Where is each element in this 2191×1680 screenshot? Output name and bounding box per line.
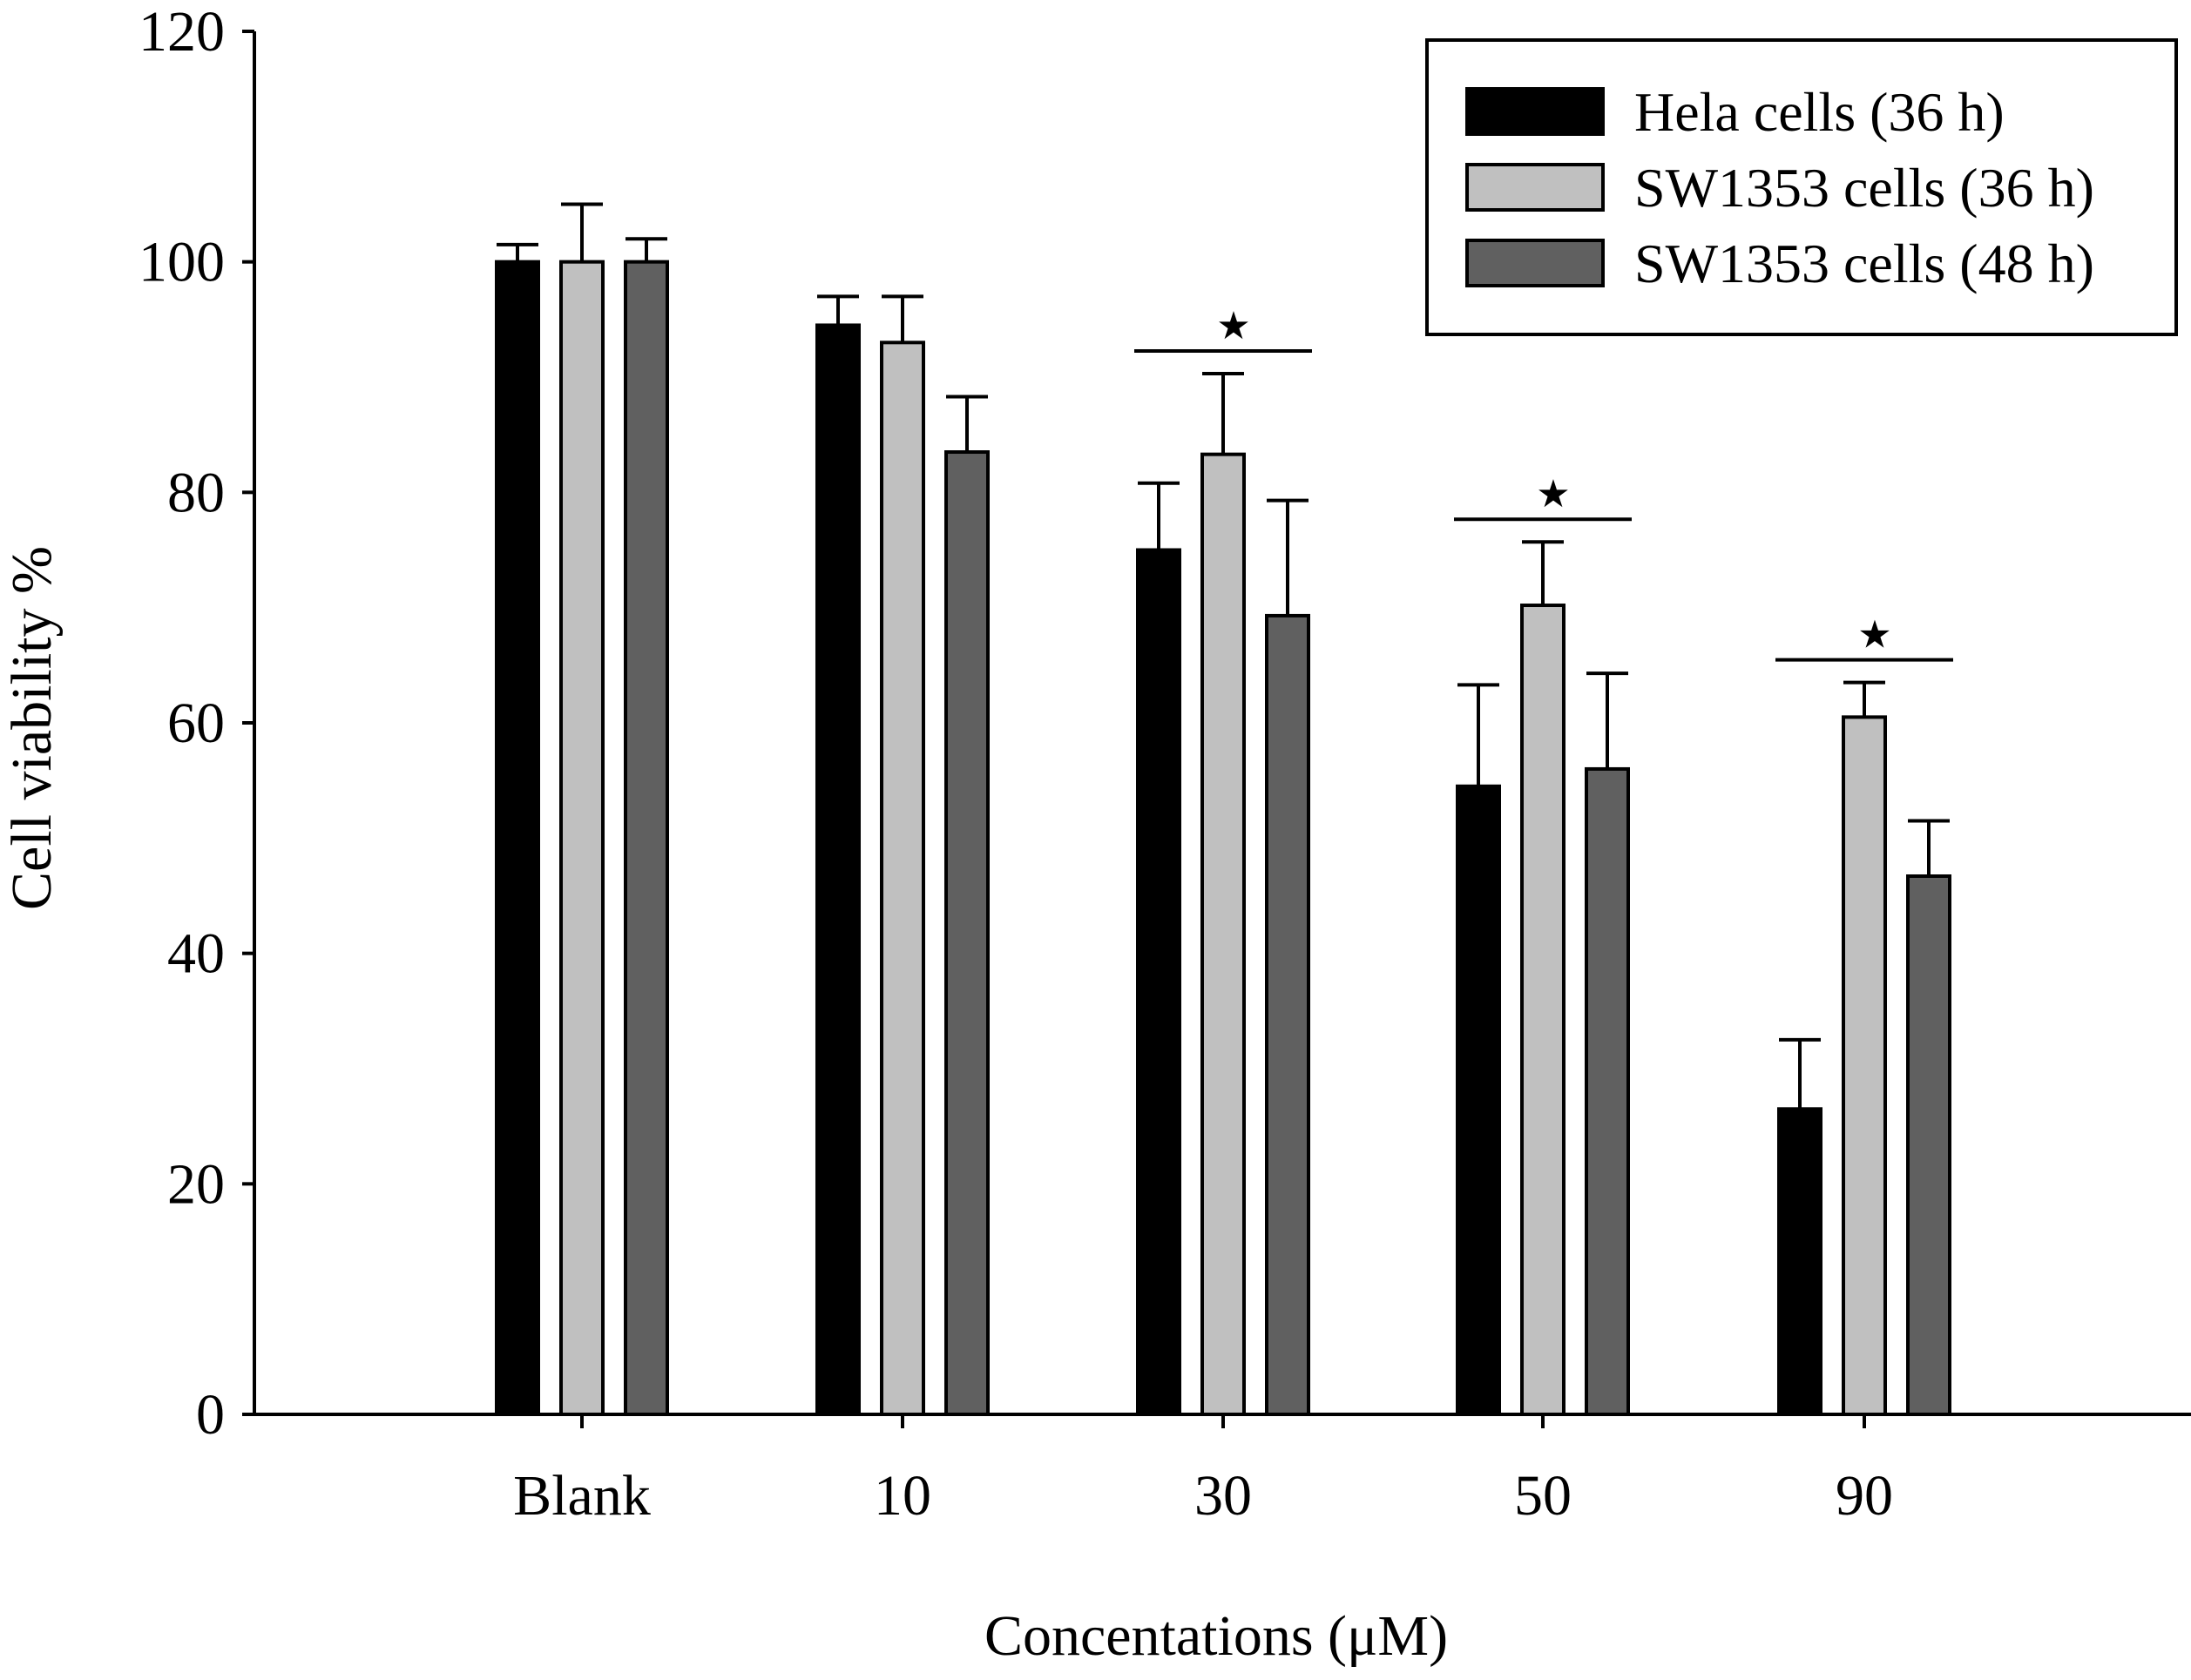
error-bar: [626, 237, 667, 262]
significance-marker: ★: [1775, 614, 1953, 662]
error-bar: [561, 202, 603, 262]
significance-markers: ★ ★ ★: [1134, 305, 1953, 662]
legend-label: Hela cells (36 h): [1634, 81, 2005, 143]
error-bar: [497, 242, 538, 262]
legend-entry: SW1353 cells (48 h): [1465, 233, 2094, 294]
legend-label: SW1353 cells (48 h): [1634, 233, 2094, 294]
error-bar: [1779, 1037, 1821, 1110]
error-bar: [1586, 671, 1628, 769]
bar: [1265, 613, 1310, 1416]
bar: [1200, 452, 1246, 1416]
significance-marker: ★: [1134, 305, 1312, 354]
y-tick-label: 20: [167, 1152, 225, 1216]
significance-marker: ★: [1454, 473, 1632, 522]
bar: [1585, 766, 1630, 1416]
y-tick-label: 120: [139, 0, 225, 64]
x-tick-label: 30: [1194, 1464, 1252, 1528]
bar: [495, 260, 540, 1417]
legend-swatch: [1465, 163, 1605, 212]
significance-star: ★: [1536, 473, 1570, 516]
legend: Hela cells (36 h) SW1353 cells (36 h) SW13…: [1425, 38, 2178, 336]
error-bar: [1267, 498, 1309, 616]
y-tick-label: 0: [196, 1383, 225, 1447]
error-bar: [1843, 680, 1885, 718]
bar: [1520, 604, 1565, 1416]
bar: [1906, 874, 1951, 1416]
legend-swatch: [1465, 239, 1605, 287]
bar: [815, 323, 861, 1417]
error-bar: [946, 395, 988, 453]
significance-star: ★: [1857, 614, 1891, 657]
bar: [1136, 548, 1181, 1416]
y-tick-label: 100: [139, 231, 225, 294]
axes: 0 20 40 60 80 100 120 Blank 10 30 50 90: [139, 0, 2191, 1528]
bar: [624, 260, 669, 1417]
x-tick-label: 10: [874, 1464, 931, 1528]
error-bar: [882, 294, 923, 343]
bar: [1456, 784, 1501, 1416]
legend-swatch: [1465, 87, 1605, 136]
error-bar: [1908, 819, 1950, 877]
y-tick-label: 40: [167, 922, 225, 986]
legend-entry: Hela cells (36 h): [1465, 81, 2005, 143]
y-tick-label: 60: [167, 692, 225, 755]
error-bar: [1202, 372, 1244, 455]
x-tick-label: 90: [1836, 1464, 1893, 1528]
y-tick-label: 80: [167, 461, 225, 524]
bars: [495, 260, 1951, 1417]
bar: [1777, 1107, 1822, 1416]
error-bar: [817, 294, 859, 326]
bar: [880, 341, 925, 1416]
x-tick-label: Blank: [513, 1464, 651, 1528]
legend-label: SW1353 cells (36 h): [1634, 157, 2094, 219]
error-bar: [1457, 683, 1499, 786]
error-bars: [497, 202, 1950, 1110]
bar: [559, 260, 605, 1417]
bar: [1842, 715, 1887, 1416]
significance-star: ★: [1216, 305, 1250, 347]
bar: [944, 450, 990, 1416]
y-axis-title: Cell viability %: [0, 546, 64, 910]
error-bar: [1522, 540, 1564, 606]
x-tick-label: 50: [1514, 1464, 1572, 1528]
error-bar: [1138, 481, 1180, 550]
legend-entry: SW1353 cells (36 h): [1465, 157, 2094, 219]
x-axis-title: Concentations (μM): [984, 1604, 1448, 1668]
